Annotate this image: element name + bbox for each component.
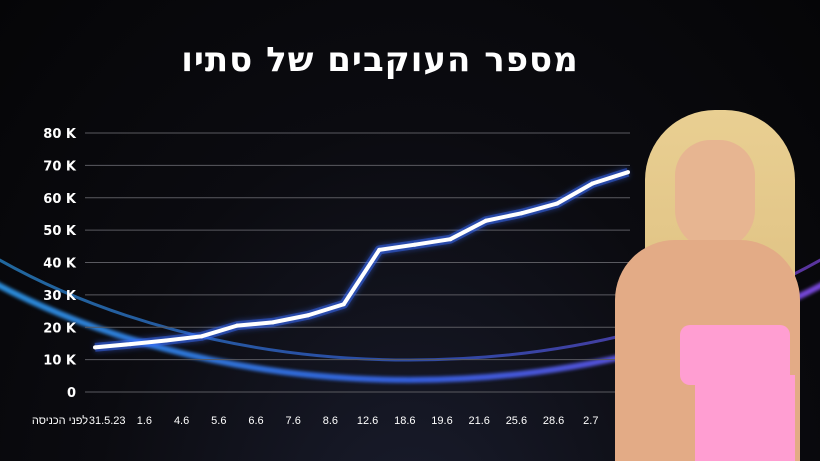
pink-skirt (695, 375, 795, 461)
x-tick-label: 25.6 (506, 415, 527, 427)
x-tick-label: 1.6 (137, 415, 152, 427)
chart-title: מספר העוקבים של סתיו (181, 40, 579, 80)
x-tick-label: 21.6 (468, 415, 489, 427)
x-axis: לפני הכניסה 31.5.23 1.6 4.6 5.6 6.6 7.6 8.6 12.6… (32, 414, 636, 427)
data-point (93, 345, 97, 350)
y-tick-label: 60 K (43, 192, 77, 207)
y-tick-label: 30 K (43, 289, 77, 304)
series (93, 167, 630, 352)
data-point (235, 323, 240, 328)
data-point (519, 211, 524, 216)
y-tick-label: 0 (67, 386, 76, 401)
x-tick-label: 31.5.23 (89, 415, 126, 427)
neon-arc-outer (0, 282, 820, 383)
data-point (341, 302, 346, 307)
data-point (128, 342, 133, 347)
face (675, 140, 755, 250)
data-point (377, 247, 382, 252)
x-tick-label: 7.6 (286, 415, 301, 427)
data-point (554, 201, 559, 206)
x-tick-label: לפני הכניסה (32, 414, 88, 427)
x-tick-label: 6.6 (248, 415, 263, 427)
x-tick-label: 5.6 (211, 415, 226, 427)
data-point (199, 334, 204, 339)
data-point (483, 218, 488, 223)
y-tick-label: 50 K (43, 224, 77, 239)
y-tick-label: 70 K (43, 159, 77, 174)
x-tick-label: 12.6 (357, 415, 378, 427)
x-tick-label: 2.7 (583, 415, 598, 427)
data-point (164, 338, 169, 343)
y-tick-label: 40 K (43, 257, 77, 272)
data-point (626, 170, 630, 175)
x-tick-label: 19.6 (431, 415, 452, 427)
x-tick-label: 18.6 (394, 415, 415, 427)
series-line (94, 170, 629, 350)
data-point (590, 181, 595, 186)
y-tick-label: 10 K (43, 354, 77, 369)
series-line-glow (94, 167, 630, 352)
x-tick-label: 4.6 (174, 415, 189, 427)
x-tick-label: 28.6 (543, 415, 564, 427)
data-point (412, 242, 417, 247)
y-tick-label: 20 K (43, 321, 77, 336)
data-point (448, 237, 453, 242)
contestant-photo (605, 110, 820, 461)
data-point (306, 313, 311, 318)
y-axis: 0 10 K 20 K 30 K 40 K 50 K 60 K 70 K 80 K (43, 127, 77, 401)
y-tick-label: 80 K (43, 127, 77, 142)
grid (85, 132, 630, 393)
data-point (270, 320, 275, 325)
x-tick-label: 8.6 (323, 415, 338, 427)
